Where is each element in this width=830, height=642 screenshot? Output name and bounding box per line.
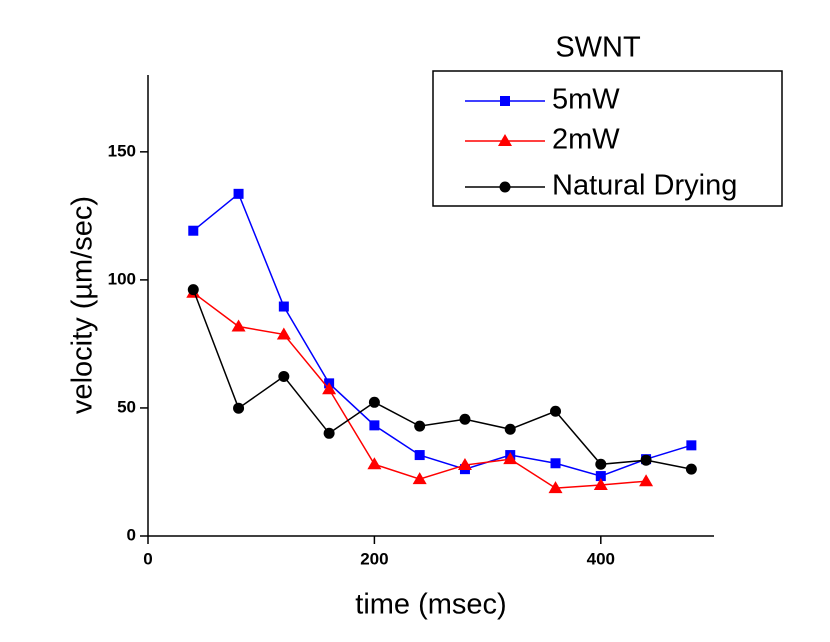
y-axis-label: velocity (µm/sec) [67,196,99,414]
legend-label: 5mW [552,84,620,116]
marker [595,458,607,470]
y-tick-label: 0 [127,525,136,544]
legend-box [432,70,783,207]
marker [550,405,562,417]
marker [457,458,472,471]
marker [278,301,289,312]
series-line [192,289,692,470]
marker [414,450,425,461]
marker [503,452,518,465]
marker [595,471,606,482]
marker [686,440,697,451]
marker [593,478,608,491]
marker [685,463,697,475]
marker [278,370,290,382]
marker [504,423,516,435]
marker [233,402,245,414]
legend-label: 2mW [552,124,620,156]
marker [233,188,244,199]
legend-marker [499,181,511,193]
marker [367,457,382,470]
marker [322,382,337,395]
marker [414,420,426,432]
marker [231,319,246,332]
legend-marker [500,96,510,106]
y-tick-label: 150 [108,141,136,160]
y-tick-label: 50 [117,397,136,416]
marker [550,458,561,469]
marker [368,396,380,408]
marker [323,427,335,439]
marker [187,284,199,296]
marker [640,454,652,466]
legend-title: SWNT [555,32,641,64]
x-axis-label: time (msec) [355,589,506,621]
x-tick-label: 200 [360,549,388,568]
marker [188,225,199,236]
marker [639,474,654,487]
marker [412,472,427,485]
x-tick-label: 400 [587,549,615,568]
marker [459,413,471,425]
legend-marker [498,134,512,146]
marker [276,327,291,340]
legend-label: Natural Drying [552,170,737,202]
marker [548,481,563,494]
marker [369,420,380,431]
y-tick-label: 100 [108,269,136,288]
x-tick-label: 0 [143,549,152,568]
series-line [192,192,692,477]
